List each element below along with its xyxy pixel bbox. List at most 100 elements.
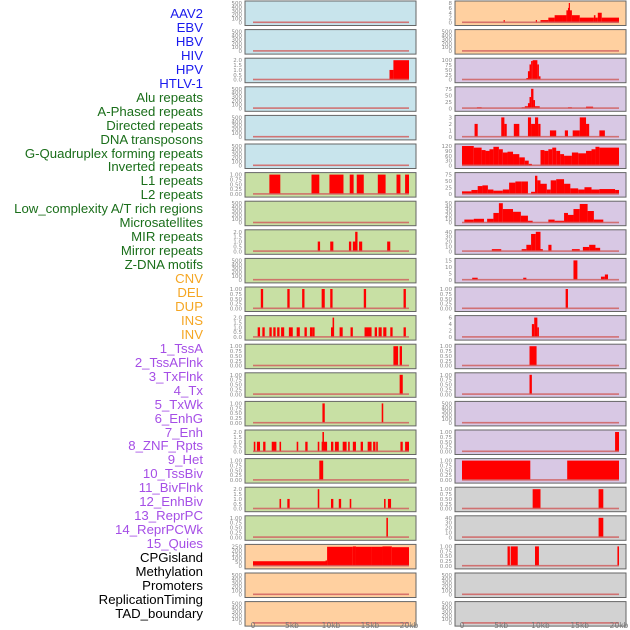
- data-bar: [527, 103, 530, 109]
- y-tick-label: 200: [232, 41, 243, 47]
- y-tick-label: 0.50: [440, 383, 453, 389]
- baseline: [462, 250, 619, 252]
- data-bar: [387, 241, 391, 252]
- data-bar: [473, 218, 484, 223]
- track-label: Promoters: [142, 577, 203, 593]
- data-bar: [599, 189, 616, 195]
- y-tick-label: 0: [449, 21, 453, 27]
- data-bar: [572, 130, 580, 137]
- data-bar: [367, 441, 372, 452]
- track-label: HPV: [175, 61, 203, 77]
- y-tick-label: 0: [239, 106, 243, 112]
- y-tick-label: 10: [445, 244, 452, 250]
- panel-background: [454, 343, 627, 370]
- y-tick-label: 0.75: [230, 521, 243, 527]
- track-panel: 1.000.750.500.250.00: [230, 400, 417, 427]
- panel-background: [244, 601, 417, 627]
- data-bar: [579, 117, 587, 137]
- data-bar: [350, 327, 353, 338]
- data-bar: [339, 327, 343, 338]
- data-bar: [279, 441, 282, 452]
- y-tick-label: 1.00: [230, 516, 243, 522]
- panel-background: [454, 315, 627, 341]
- baseline: [253, 421, 409, 424]
- track-label: Z-DNA motifs: [124, 257, 203, 273]
- data-bar: [474, 123, 478, 137]
- data-bar: [591, 189, 600, 195]
- data-bar: [531, 61, 533, 80]
- data-bar: [564, 183, 571, 195]
- track-label: HIV: [181, 47, 203, 63]
- y-tick-label: 0.50: [440, 297, 453, 303]
- y-tick-label: 25: [445, 100, 452, 106]
- y-tick-label: 200: [232, 585, 243, 591]
- track-panel: 1.000.750.500.250.00: [440, 458, 627, 484]
- data-bar: [519, 157, 525, 166]
- data-bar: [520, 215, 528, 223]
- y-tick-label: 1.5: [233, 235, 242, 241]
- baseline: [253, 164, 409, 167]
- y-tick-label: 1.00: [230, 287, 243, 293]
- y-tick-label: 1.00: [440, 459, 453, 465]
- x-tick-label: 0: [460, 621, 465, 630]
- data-bar: [579, 17, 594, 23]
- y-tick-label: 400: [232, 5, 243, 11]
- data-bar: [363, 289, 367, 309]
- y-tick-label: 60: [445, 154, 452, 160]
- track-label: Directed repeats: [106, 117, 203, 133]
- y-tick-label: 0.25: [440, 302, 453, 308]
- data-bar: [493, 212, 499, 223]
- y-tick-label: 25: [445, 73, 452, 79]
- data-bar: [548, 17, 555, 23]
- y-tick-label: 1.00: [440, 344, 453, 350]
- y-tick-label: 0.5: [233, 330, 242, 336]
- data-bar: [287, 289, 290, 309]
- y-tick-label: 25: [445, 186, 452, 192]
- data-bar: [403, 327, 406, 338]
- data-bar: [597, 12, 602, 23]
- y-tick-label: 200: [442, 41, 453, 47]
- track-label: 1_TssA: [159, 340, 203, 356]
- panel-background: [244, 400, 417, 427]
- y-tick-label: 0.75: [230, 463, 243, 469]
- track-panel: 1.000.750.500.250.00: [230, 372, 417, 398]
- y-tick-label: 0.50: [230, 411, 243, 417]
- data-bar: [501, 117, 505, 137]
- track-label: 2_TssAFlnk: [134, 354, 203, 370]
- data-bar: [598, 489, 604, 509]
- data-bar: [352, 546, 356, 566]
- data-bar: [615, 432, 619, 452]
- y-tick-label: 1.00: [230, 373, 243, 379]
- y-tick-label: 300: [232, 209, 243, 215]
- data-bar: [535, 106, 540, 109]
- data-bar: [540, 183, 547, 195]
- data-bar: [601, 17, 619, 23]
- y-tick-label: 1.5: [233, 435, 242, 441]
- y-tick-label: 300: [442, 609, 453, 615]
- data-bar: [263, 441, 266, 452]
- y-tick-label: 500: [232, 201, 243, 207]
- y-tick-label: 2.0: [233, 230, 242, 236]
- baseline: [253, 364, 409, 367]
- y-tick-label: 0.0: [233, 249, 242, 255]
- y-tick-label: 0.50: [230, 182, 243, 188]
- data-bar: [334, 441, 339, 452]
- y-tick-label: 20: [445, 213, 452, 219]
- y-tick-label: 2: [449, 16, 453, 22]
- y-tick-label: 500: [442, 573, 453, 579]
- track-label: 9_Het: [167, 452, 203, 468]
- y-tick-label: 100: [232, 617, 243, 623]
- x-tick-label: 10kb: [322, 621, 341, 630]
- track-panel: 2.01.51.00.50.0: [233, 57, 417, 84]
- data-bar: [532, 489, 541, 509]
- y-tick-label: 40: [445, 205, 452, 211]
- data-bar: [538, 76, 541, 80]
- y-tick-label: 0.25: [230, 473, 243, 479]
- y-tick-label: 1.00: [230, 401, 243, 407]
